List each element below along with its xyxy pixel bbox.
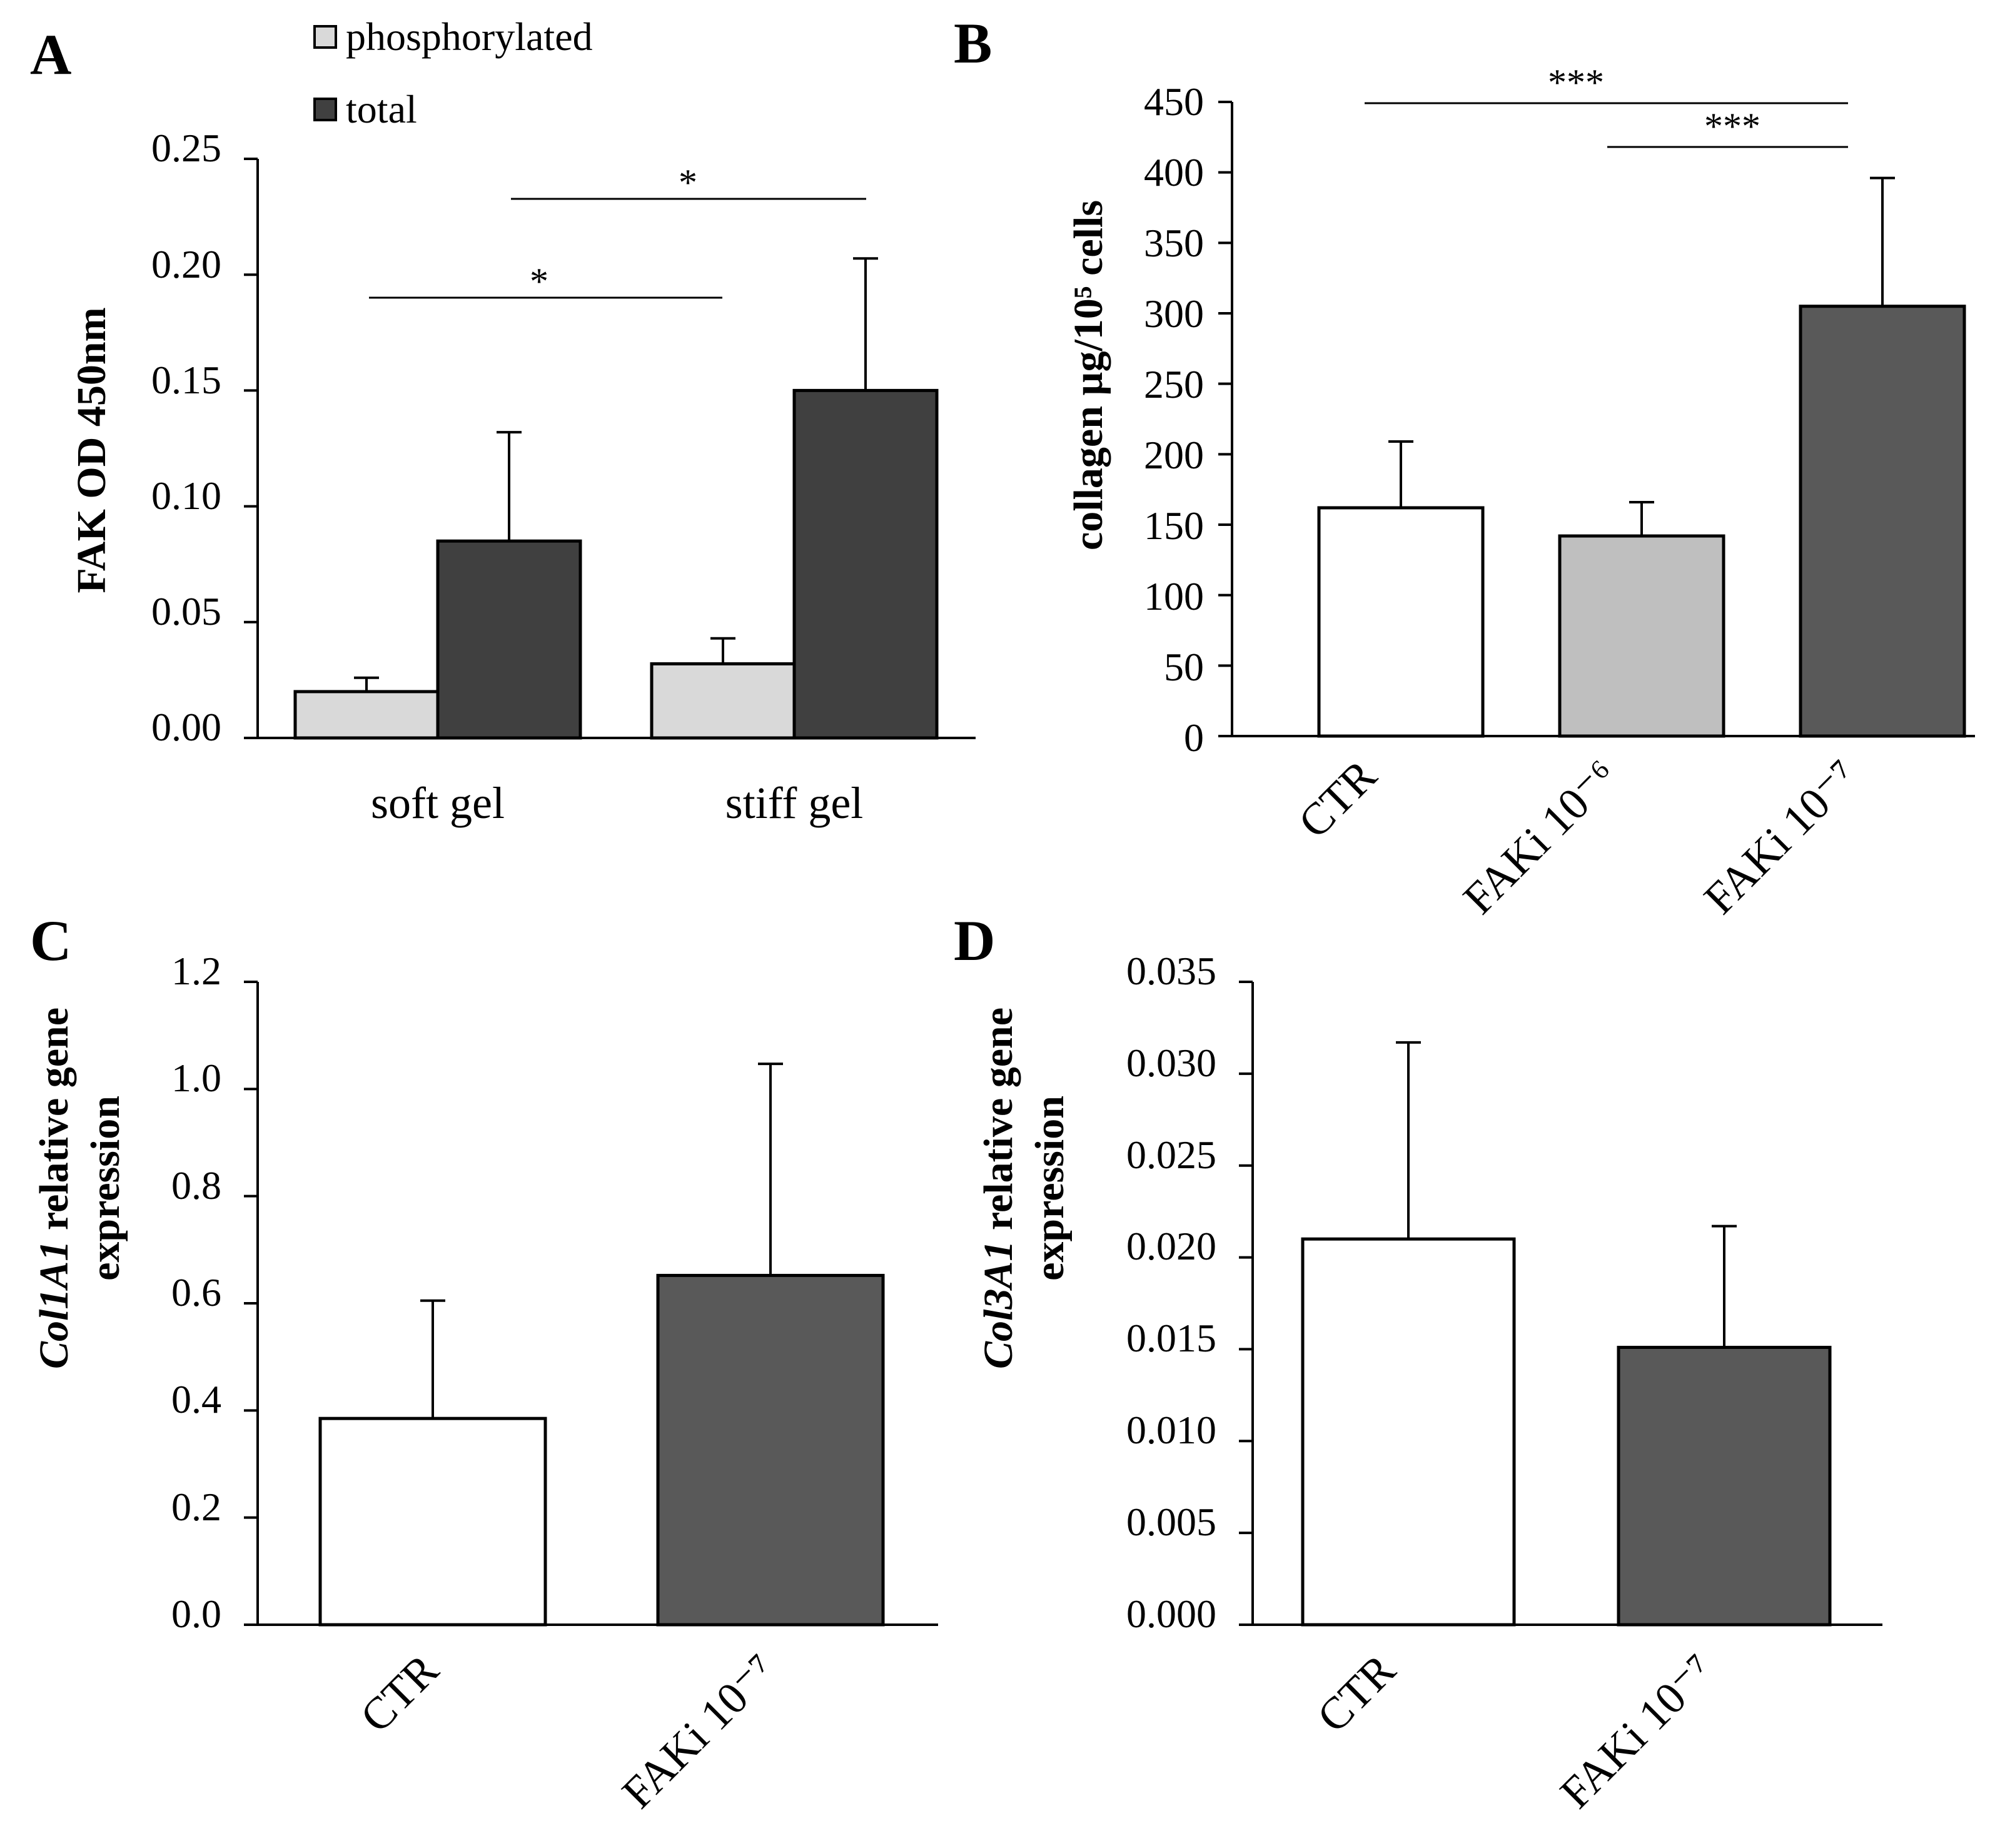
y-tick-d-2: 0.010 (1126, 1408, 1216, 1452)
y-tick-d-5: 0.025 (1126, 1133, 1216, 1177)
y-tick-b-2: 100 (1144, 574, 1204, 619)
y-tick-b-6: 300 (1144, 291, 1204, 336)
bars-a (244, 158, 976, 740)
y-tick-c-0: 0.0 (171, 1592, 221, 1636)
y-tick-b-5: 250 (1144, 362, 1204, 406)
bar-d-ctr (1301, 1237, 1516, 1627)
bars-d (1239, 981, 1882, 1627)
y-tick-d-0: 0.000 (1126, 1592, 1216, 1636)
y-axis-label-a: FAK OD 450nm (69, 307, 114, 593)
y-tick-b-8: 400 (1144, 150, 1204, 194)
panel-b-letter: B (954, 11, 992, 75)
panel-c: C Col1A1 relative gene expression 0.0 0.… (30, 909, 938, 1818)
y-axis-label-d-gene: Col3A1 (976, 1241, 1021, 1369)
sig-label-ctr-vs-faki7: *** (1548, 62, 1604, 103)
y-tick-d-3: 0.015 (1126, 1316, 1216, 1360)
y-tick-c-2: 0.4 (171, 1377, 221, 1421)
x-category-stiff-gel: stiff gel (725, 778, 864, 828)
bar-phosphorylated-soft-gel (293, 690, 440, 740)
y-tick-d-6: 0.030 (1126, 1041, 1216, 1085)
panel-a: A phosphorylated total FAK OD 450nm 0.00… (30, 14, 976, 828)
y-tick-c-3: 0.6 (171, 1270, 221, 1315)
sig-label-phosphorylated: * (530, 261, 548, 302)
bar-c-ctr (318, 1416, 547, 1627)
y-tick-b-9: 450 (1144, 79, 1204, 124)
y-tick-d-7: 0.035 (1126, 949, 1216, 993)
y-tick-a-0: 0.00 (151, 705, 221, 749)
panel-a-letter: A (30, 23, 71, 86)
bar-phosphorylated-stiff-gel (650, 662, 796, 740)
y-tick-a-4: 0.20 (151, 242, 221, 286)
y-tick-a-1: 0.05 (151, 589, 221, 634)
bar-c-faki-7 (656, 1273, 885, 1627)
y-tick-c-5: 1.0 (171, 1056, 221, 1100)
y-tick-a-3: 0.15 (151, 358, 221, 402)
bar-b-faki-6 (1558, 534, 1725, 738)
y-tick-b-0: 0 (1184, 715, 1204, 760)
y-tick-b-1: 50 (1164, 645, 1204, 689)
legend-swatch-phosphorylated (313, 25, 337, 49)
y-axis-label-d-line2: expression (1027, 1096, 1073, 1281)
y-tick-d-1: 0.005 (1126, 1500, 1216, 1544)
y-tick-b-3: 150 (1144, 503, 1204, 548)
y-tick-c-6: 1.2 (171, 949, 221, 993)
y-axis-label-c-rest: relative gene (31, 1007, 77, 1241)
y-ticks-a: 0.00 0.05 0.10 0.15 0.20 0.25 (151, 126, 221, 749)
y-tick-c-1: 0.2 (171, 1485, 221, 1529)
bar-d-faki-7 (1617, 1345, 1832, 1627)
bar-total-stiff-gel (792, 388, 939, 740)
x-category-soft-gel: soft gel (371, 778, 505, 828)
y-ticks-d: 0.000 0.005 0.010 0.015 0.020 0.025 0.03… (1126, 949, 1216, 1636)
panel-d-letter: D (954, 909, 995, 972)
bar-total-soft-gel (436, 539, 582, 740)
panel-c-letter: C (30, 909, 71, 972)
bars-c (244, 981, 938, 1627)
sig-label-faki6-vs-faki7: *** (1704, 106, 1760, 147)
significance-b: *** *** (1365, 62, 1848, 148)
y-axis-label-d: Col3A1 relative gene (976, 1007, 1021, 1369)
significance-a: * * (369, 162, 866, 302)
y-tick-b-7: 350 (1144, 221, 1204, 265)
y-axis-label-c: Col1A1 relative gene (31, 1007, 77, 1369)
legend-label-total: total (346, 87, 417, 131)
y-axis-label-c-line2: expression (83, 1096, 128, 1281)
legend-swatch-total (313, 98, 337, 121)
y-ticks-c: 0.0 0.2 0.4 0.6 0.8 1.0 1.2 (171, 949, 221, 1636)
legend-a: phosphorylated total (313, 14, 593, 131)
y-tick-c-4: 0.8 (171, 1163, 221, 1208)
y-tick-d-4: 0.020 (1126, 1224, 1216, 1268)
y-axis-label-b: collagen µg/10⁵ cells (1066, 200, 1111, 550)
bars-b (1218, 101, 1975, 738)
y-tick-a-2: 0.10 (151, 473, 221, 518)
bar-b-ctr (1317, 506, 1485, 738)
y-tick-a-5: 0.25 (151, 126, 221, 170)
y-tick-b-4: 200 (1144, 433, 1204, 477)
bar-b-faki-7 (1799, 305, 1966, 738)
sig-label-total: * (679, 162, 697, 203)
y-ticks-b: 0 50 100 150 200 250 300 350 400 450 (1144, 79, 1204, 760)
legend-label-phosphorylated: phosphorylated (346, 14, 593, 59)
y-axis-label-d-rest: relative gene (976, 1007, 1021, 1241)
y-axis-label-c-gene: Col1A1 (31, 1241, 77, 1369)
